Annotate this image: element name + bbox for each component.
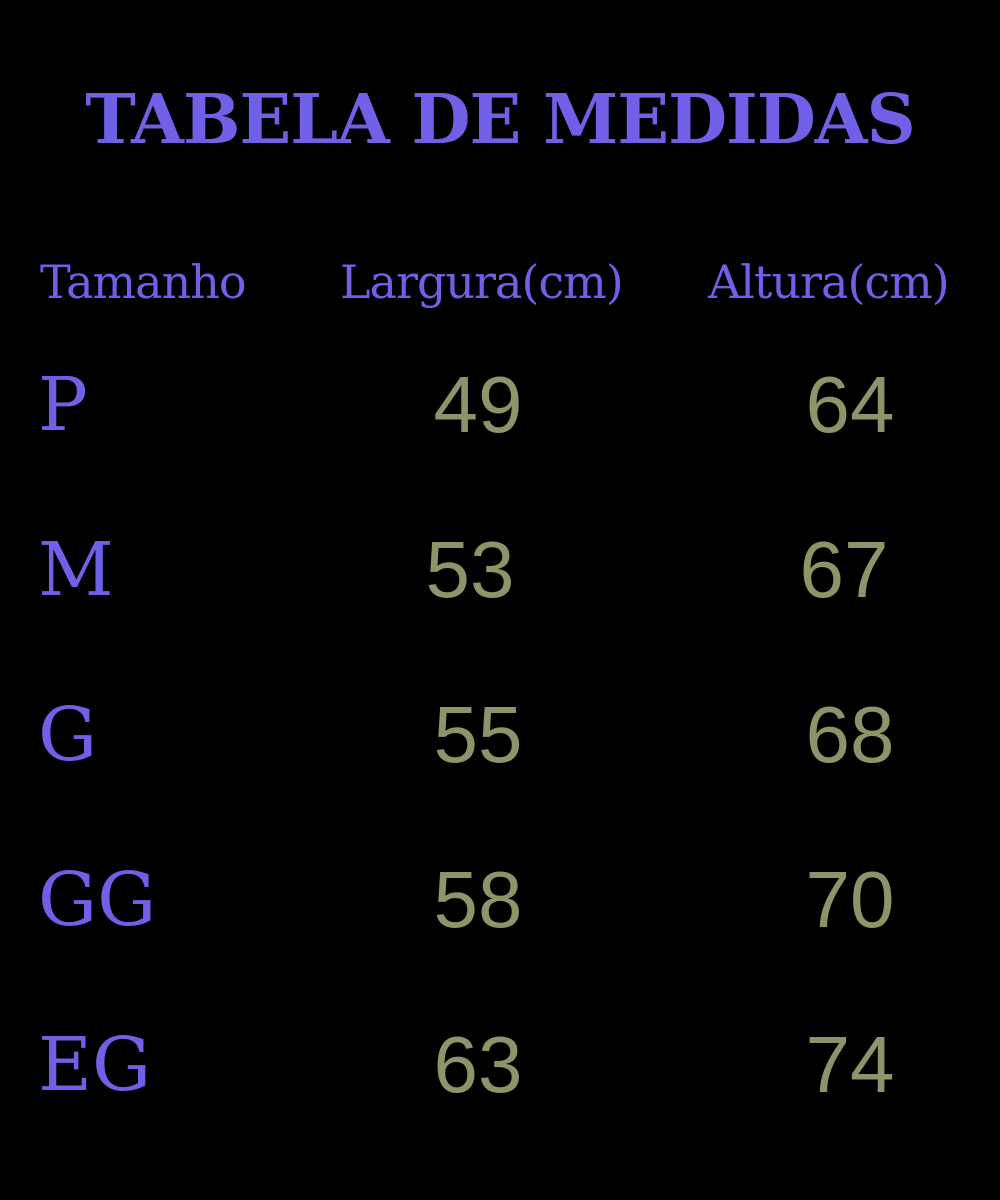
size-label: GG bbox=[38, 857, 157, 943]
altura-value: 67 bbox=[799, 525, 889, 614]
header-largura: Largura(cm) bbox=[340, 255, 624, 309]
largura-value: 53 bbox=[425, 525, 515, 614]
header-altura: Altura(cm) bbox=[708, 255, 950, 309]
size-label: EG bbox=[38, 1022, 152, 1108]
header-tamanho: Tamanho bbox=[40, 255, 247, 309]
largura-value: 58 bbox=[433, 855, 523, 944]
table-row: GG 58 70 bbox=[0, 855, 1000, 945]
largura-value: 55 bbox=[433, 690, 523, 779]
size-label: G bbox=[38, 692, 98, 778]
table-row: M 53 67 bbox=[0, 525, 1000, 615]
size-label: M bbox=[38, 527, 114, 613]
table-row: EG 63 74 bbox=[0, 1020, 1000, 1110]
table-row: G 55 68 bbox=[0, 690, 1000, 780]
page-title: TABELA DE MEDIDAS bbox=[85, 80, 915, 160]
largura-value: 63 bbox=[433, 1020, 523, 1109]
size-label: P bbox=[38, 362, 88, 448]
largura-value: 49 bbox=[433, 360, 523, 449]
altura-value: 68 bbox=[805, 690, 895, 779]
table-row: P 49 64 bbox=[0, 360, 1000, 450]
altura-value: 64 bbox=[805, 360, 895, 449]
altura-value: 70 bbox=[805, 855, 895, 944]
altura-value: 74 bbox=[805, 1020, 895, 1109]
